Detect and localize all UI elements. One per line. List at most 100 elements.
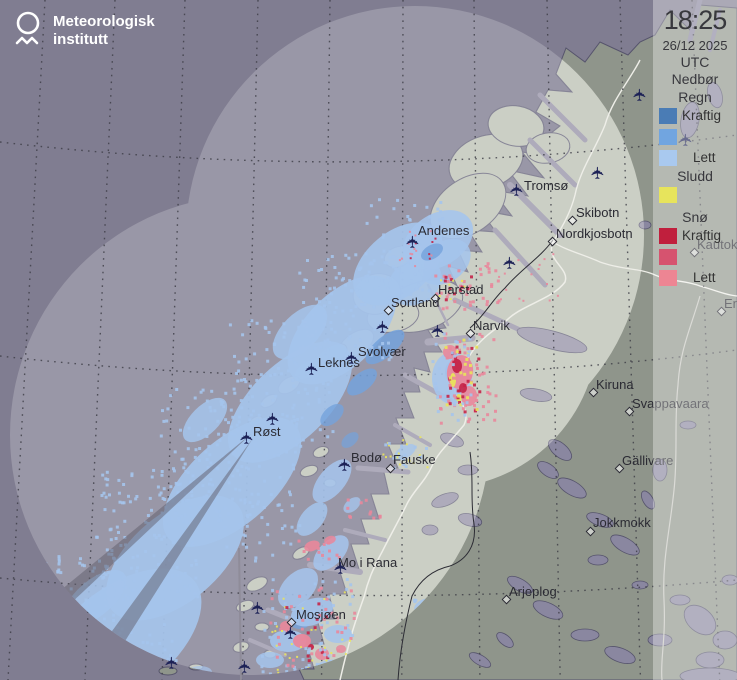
met-logo: Meteorologisk institutt xyxy=(14,10,155,55)
legend-label: Kraftig xyxy=(682,228,722,243)
airport-icon: ✈ xyxy=(248,600,268,616)
place-label: Nordkjosbotn xyxy=(556,226,633,241)
place-label: Andenes xyxy=(418,223,470,238)
precip-area xyxy=(304,540,320,552)
precip-area xyxy=(388,258,442,306)
legend-row: Kraftig xyxy=(653,225,737,246)
precip-area xyxy=(256,652,284,668)
airport-icon: ✈ xyxy=(335,457,355,473)
beam-shadow-layer xyxy=(22,434,253,675)
place-label: Svappavaara xyxy=(632,396,709,411)
legend-row xyxy=(653,184,737,205)
place-label: Tromsø xyxy=(524,178,569,193)
border-finland-east xyxy=(552,241,737,297)
legend-swatch xyxy=(659,227,677,244)
airport-icon: ✈ xyxy=(237,430,257,446)
legend-sections: Regn Kraftig Lett Sludd Snø Kraftig Lett xyxy=(653,90,737,288)
place-label: Narvik xyxy=(473,318,510,333)
place-label: Skibotn xyxy=(576,205,620,220)
brand-line1: Meteorologisk xyxy=(53,13,155,30)
airport-icon: ✈ xyxy=(373,319,393,335)
precip-area xyxy=(341,432,359,448)
place-label: Svolvær xyxy=(358,344,406,359)
place-label: Kautoke xyxy=(697,237,737,252)
airport-icon: ✈ xyxy=(588,165,608,181)
precip-area xyxy=(182,397,228,443)
legend-row: Lett xyxy=(653,147,737,168)
clock-timezone: UTC xyxy=(680,54,710,70)
airport-icon: ✈ xyxy=(331,560,351,576)
legend-section-title: Sludd xyxy=(677,168,713,184)
precip-area xyxy=(296,502,328,536)
airport-icon: ✈ xyxy=(263,411,283,427)
legend-swatch xyxy=(659,128,677,145)
legend-section-title: Regn xyxy=(678,89,712,105)
airport-icon: ✈ xyxy=(342,350,362,366)
county-border-north xyxy=(469,239,554,329)
clock-time: 18:25 xyxy=(663,5,728,35)
airport-icon: ✈ xyxy=(403,234,423,250)
airport-icon: ✈ xyxy=(162,655,182,671)
county-border-south xyxy=(397,451,475,680)
place-label: En xyxy=(724,296,737,311)
met-logo-icon xyxy=(14,10,44,55)
precip-area xyxy=(347,368,377,396)
airport-icon: ✈ xyxy=(507,182,527,198)
precip-area xyxy=(320,403,344,427)
legend-swatch xyxy=(659,149,677,166)
precip-area xyxy=(421,243,443,261)
product-name: Nedbør xyxy=(671,71,719,87)
beam-shadow xyxy=(88,438,253,675)
place-label: Røst xyxy=(253,424,281,439)
legend-label: Lett xyxy=(693,150,716,165)
legend-row: Lett xyxy=(653,267,737,288)
border-norway-sweden xyxy=(339,241,567,680)
airport-icon: ✈ xyxy=(500,255,520,271)
precip-area xyxy=(293,634,311,648)
legend-label: Kraftig xyxy=(682,108,722,123)
precip-area xyxy=(324,625,352,643)
place-label: Harstad xyxy=(438,282,484,297)
legend-swatch xyxy=(659,186,677,203)
place-label: Jokkmokk xyxy=(593,515,651,530)
brand-line2: institutt xyxy=(53,31,108,48)
place-label: Arjeplog xyxy=(509,584,557,599)
airport-icon: ✈ xyxy=(428,323,448,339)
place-label: Mo i Rana xyxy=(338,555,398,570)
airport-icon: ✈ xyxy=(281,625,301,641)
legend-swatch xyxy=(659,107,677,124)
border-sweden-finland xyxy=(661,295,701,680)
place-label: Leknes xyxy=(318,355,360,370)
legend-label: Lett xyxy=(693,270,716,285)
borders xyxy=(238,59,737,680)
precip-area xyxy=(394,444,416,460)
place-label: Kiruna xyxy=(596,377,634,392)
legend-section-title: Snø xyxy=(682,209,708,225)
airport-icon: ✈ xyxy=(302,361,322,377)
place-label: Bodø xyxy=(351,450,383,465)
precip-area xyxy=(312,459,352,503)
place-label: Gällivare xyxy=(622,453,674,468)
precip-area xyxy=(277,567,319,609)
legend-row xyxy=(653,246,737,267)
precip-area xyxy=(324,535,336,545)
airport-icon: ✈ xyxy=(630,87,650,103)
place-label: Fauske xyxy=(393,452,436,467)
place-label: Mosjøen xyxy=(296,607,346,622)
airport-icon: ✈ xyxy=(235,659,255,675)
legend-swatch xyxy=(659,248,677,265)
precip-area xyxy=(313,535,349,571)
legend-swatch xyxy=(659,269,677,286)
beam-shadow xyxy=(22,434,251,636)
legend-row xyxy=(653,126,737,147)
precip-area xyxy=(272,304,328,360)
legend-row: Kraftig xyxy=(653,105,737,126)
legend-panel: 18:25 26/12 2025 UTC Nedbør Regn Kraftig L… xyxy=(653,0,737,680)
precip-area xyxy=(365,329,405,365)
place-label: Sortland xyxy=(391,295,440,310)
clock-date: 26/12 2025 xyxy=(662,38,728,53)
road-line xyxy=(238,547,242,680)
